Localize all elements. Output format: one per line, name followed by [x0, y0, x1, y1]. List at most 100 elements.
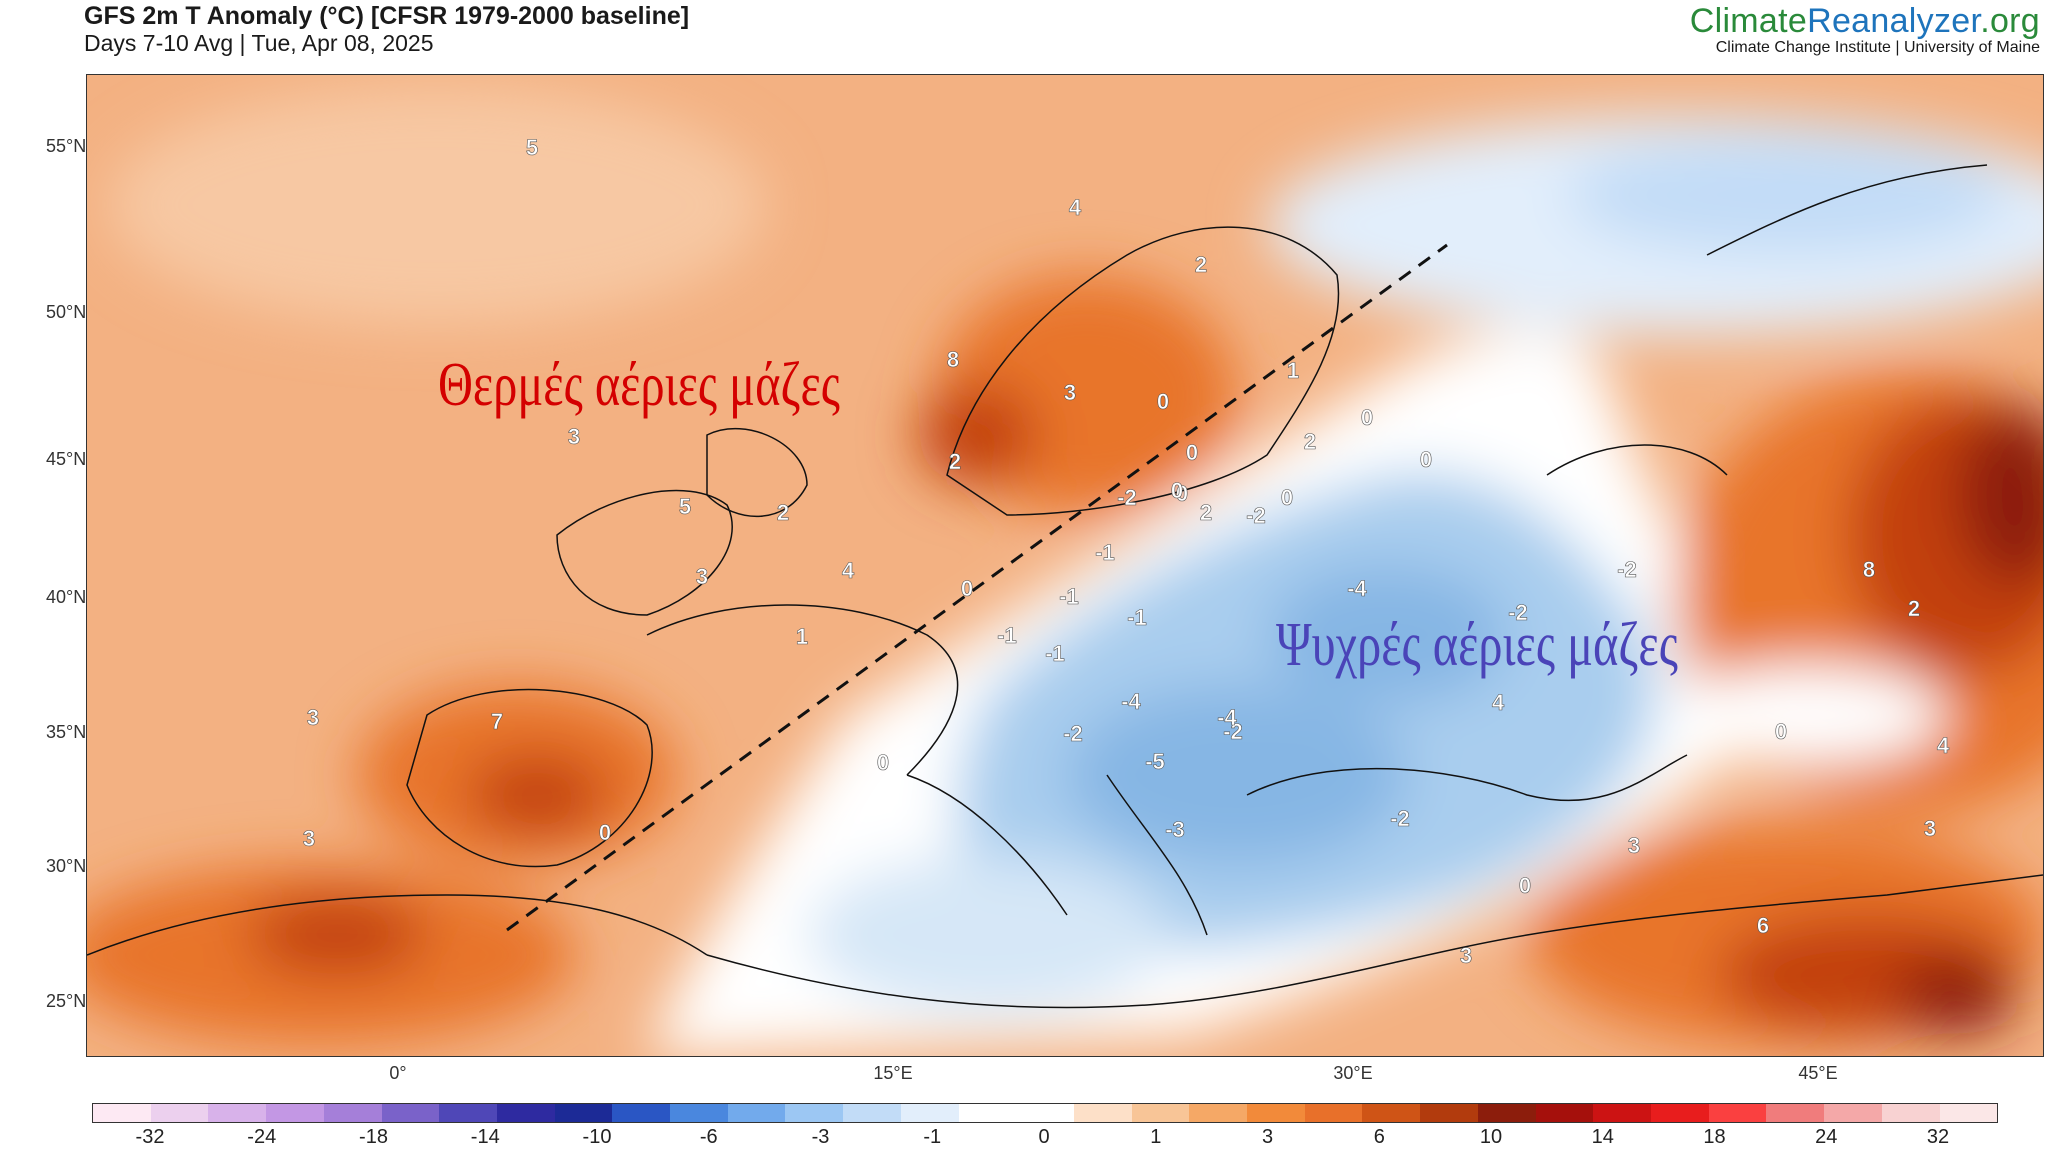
colorbar-swatch: [843, 1104, 901, 1122]
anomaly-value-label: 0: [1281, 485, 1293, 510]
lat-label: 30°N: [46, 856, 87, 876]
anomaly-value-label: 0: [1519, 873, 1531, 898]
colorbar-swatch: [266, 1104, 324, 1122]
anomaly-value-label: -2: [1063, 721, 1083, 746]
colorbar-swatch: [958, 1104, 1017, 1122]
anomaly-value-label: 3: [1628, 833, 1640, 858]
anomaly-value-label: 1: [1287, 358, 1299, 383]
anomaly-value-label: -1: [1127, 605, 1147, 630]
anomaly-value-label: 0: [1361, 405, 1373, 430]
anomaly-value-label: 8: [1863, 557, 1875, 582]
anomaly-value-label: 0: [1775, 719, 1787, 744]
colorbar-tick-label: -6: [699, 1126, 718, 1148]
colorbar-swatch: [439, 1104, 497, 1122]
colorbar-swatch: [1420, 1104, 1478, 1122]
anomaly-value-label: 3: [1064, 380, 1076, 405]
anomaly-value-label: -1: [1095, 540, 1115, 565]
colorbar-swatch: [93, 1104, 151, 1122]
colorbar-swatch: [150, 1104, 209, 1122]
anomaly-value-label: -2: [1617, 557, 1637, 582]
anomaly-value-label: -2: [1246, 503, 1266, 528]
brand-name: ClimateReanalyzer.org: [1689, 2, 2040, 40]
anomaly-value-label: 2: [1908, 596, 1920, 621]
colorbar-swatch: [670, 1104, 728, 1122]
colorbar-tick-label: 6: [1373, 1126, 1385, 1148]
anomaly-value-label: 3: [1460, 943, 1472, 968]
colorbar-swatch: [1535, 1104, 1594, 1122]
colorbar-swatch: [554, 1104, 613, 1122]
colorbar-tick-label: 14: [1591, 1126, 1614, 1148]
colorbar-swatch: [496, 1104, 555, 1122]
anomaly-value-label: -4: [1121, 689, 1141, 714]
anomaly-value-label: 0: [1171, 478, 1183, 503]
anomaly-value-label: 4: [1492, 690, 1505, 715]
lon-label: 0°: [389, 1063, 407, 1083]
anomaly-value-label: -1: [1045, 641, 1065, 666]
anomaly-value-label: 0: [1420, 447, 1432, 472]
anomaly-value-label: 3: [1924, 816, 1936, 841]
anomaly-value-label: 2: [1195, 252, 1207, 277]
lat-label: 40°N: [46, 587, 87, 607]
anomaly-value-label: 0: [599, 820, 611, 845]
colorbar-swatch: [1593, 1104, 1651, 1122]
anomaly-value-label: 0: [1186, 440, 1198, 465]
colorbar-tick-label: -18: [359, 1126, 388, 1148]
colorbar-swatch: [1766, 1104, 1825, 1122]
coastlines: [87, 164, 2043, 1009]
anomaly-value-label: 0: [1157, 389, 1169, 414]
colorbar-tick-label: 1: [1150, 1126, 1162, 1148]
anomaly-value-label: -2: [1390, 806, 1410, 831]
anomaly-value-label: 3: [307, 705, 319, 730]
colorbar-swatch: [1304, 1104, 1363, 1122]
colorbar-tick-label: 18: [1703, 1126, 1726, 1148]
frontal-boundary-line: [506, 243, 1448, 932]
chart-title: GFS 2m T Anomaly (°C) [CFSR 1979-2000 ba…: [84, 2, 690, 30]
lat-label: 25°N: [46, 991, 87, 1011]
anomaly-value-label: 2: [949, 449, 961, 474]
colorbar-swatch: [785, 1104, 844, 1122]
colorbar-swatch: [1362, 1104, 1421, 1122]
anomaly-value-label: 6: [1757, 913, 1769, 938]
colorbar-swatch: [1073, 1104, 1132, 1122]
anomaly-value-label: -5: [1145, 749, 1165, 774]
colorbar-swatch: [323, 1104, 382, 1122]
anomaly-value-label: -3: [1165, 817, 1185, 842]
colorbar-swatch: [1824, 1104, 1882, 1122]
colorbar-swatch: [1189, 1104, 1248, 1122]
lon-label: 45°E: [1798, 1063, 1838, 1083]
lat-label: 50°N: [46, 302, 87, 322]
colorbar-tick-label: 24: [1815, 1126, 1838, 1148]
brand-logo[interactable]: ClimateReanalyzer.org Climate Change Ins…: [1690, 2, 2040, 57]
anomaly-value-label: -2: [1223, 719, 1243, 744]
colorbar-swatch: [208, 1104, 267, 1122]
anomaly-value-label: 2: [1304, 429, 1316, 454]
colorbar-tick-label: 10: [1479, 1126, 1503, 1148]
anomaly-map[interactable]: 5 4 2 8 3 2 1 0 0 0 0 -2 2 3 5 2 4 3 1 0 -1 -1 -1 -1 -4 -2 -2 3 7 3 0 0…: [86, 74, 2044, 1057]
anomaly-value-label: -1: [1059, 584, 1079, 609]
anomaly-value-label: 5: [679, 494, 691, 519]
colorbar-swatch: [1247, 1104, 1305, 1122]
colorbar-swatch: [1939, 1104, 1998, 1122]
colorbar-tick-label: 3: [1261, 1126, 1274, 1148]
colorbar-swatch: [900, 1104, 959, 1122]
anomaly-value-label: -4: [1217, 705, 1237, 730]
anomaly-value-label: 8: [947, 347, 959, 372]
anomaly-value-label: 3: [568, 424, 580, 449]
lon-label: 30°E: [1333, 1063, 1373, 1083]
anomaly-value-label: -1: [997, 623, 1017, 648]
anomaly-value-label: 2: [777, 500, 789, 525]
colorbar-tick-label: -32: [135, 1126, 165, 1148]
anomaly-value-label: 1: [796, 624, 808, 649]
anomaly-value-label: 7: [491, 709, 503, 734]
anomaly-value-label: 0: [1176, 481, 1188, 506]
cold-air-mass-annotation: Ψυχρές αέριες μάζες: [1276, 611, 1678, 679]
colorbar-tick-label: 32: [1926, 1126, 1950, 1148]
anomaly-value-label: 5: [526, 135, 538, 160]
anomaly-value-label: 0: [877, 750, 889, 775]
chart-subtitle: Days 7-10 Avg | Tue, Apr 08, 2025: [84, 30, 434, 56]
anomaly-value-label: 4: [1069, 195, 1082, 220]
lat-label: 55°N: [46, 136, 87, 156]
colorbar-swatch: [612, 1104, 671, 1122]
